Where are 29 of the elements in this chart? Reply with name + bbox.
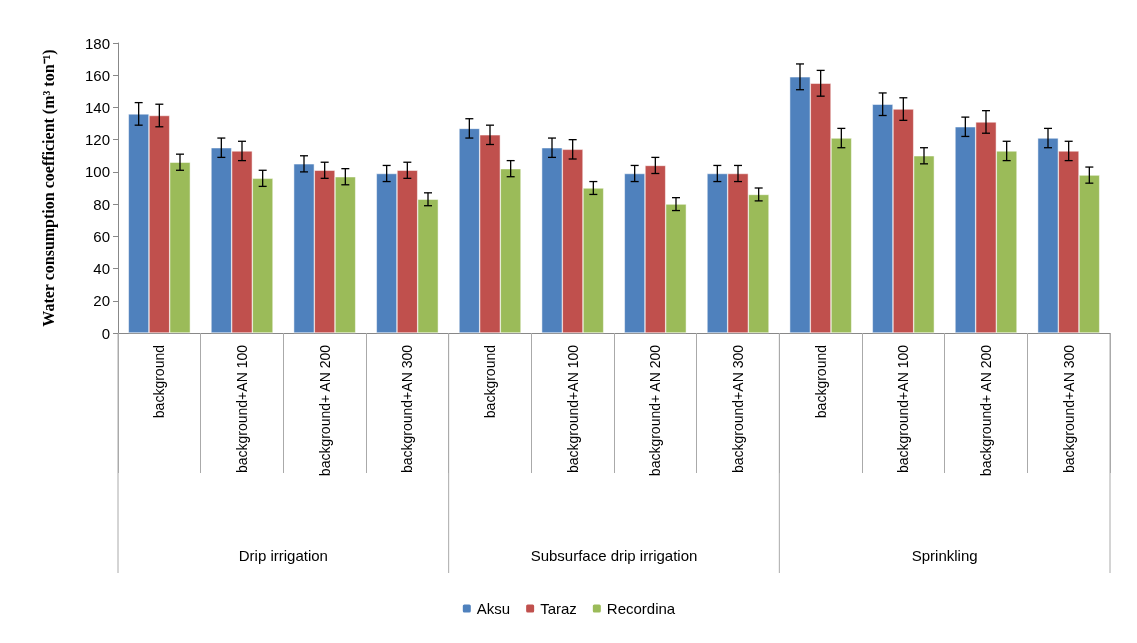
x-tick-label: background+AN 300 (399, 344, 416, 474)
text: Sprinkling (911, 546, 978, 564)
y-tick-label: 20 (93, 292, 110, 310)
legend-label: Taraz (540, 600, 577, 617)
x-tick-label: background+ AN 200 (978, 344, 994, 477)
x-tick-label: background (812, 345, 829, 419)
text: Subsurface drip irrigation (530, 546, 698, 564)
x-tick-label: background (482, 345, 498, 419)
y-tick-label: 100 (84, 163, 110, 181)
y-tick-label: 120 (84, 131, 110, 149)
x-tick-label: background+AN 100 (234, 344, 250, 474)
x-tick-label: background+AN 300 (730, 344, 746, 474)
x-tick-label: background+AN 100 (564, 344, 581, 474)
y-tick-label: 40 (93, 260, 110, 278)
text: Drip irrigation (238, 546, 328, 564)
x-tick-label: background+ AN 200 (316, 344, 333, 477)
y-tick-label: 140 (84, 98, 110, 116)
y-tick-label: 60 (93, 227, 110, 245)
x-tick-label: background+AN 100 (895, 344, 912, 474)
y-tick-label: 0 (101, 324, 110, 342)
y-tick-label: 180 (84, 34, 110, 52)
x-tick-label: background+ AN 200 (647, 344, 664, 477)
y-axis-title: Water consumption coefficient (m³ ton⁻¹) (39, 49, 58, 327)
y-tick-label: 80 (93, 195, 110, 213)
y-tick-label: 160 (84, 66, 110, 84)
legend-label: Recordina (606, 600, 676, 617)
x-tick-label: background+AN 300 (1060, 344, 1077, 474)
legend-label: Aksu (476, 600, 511, 617)
x-tick-label: background (151, 345, 168, 419)
